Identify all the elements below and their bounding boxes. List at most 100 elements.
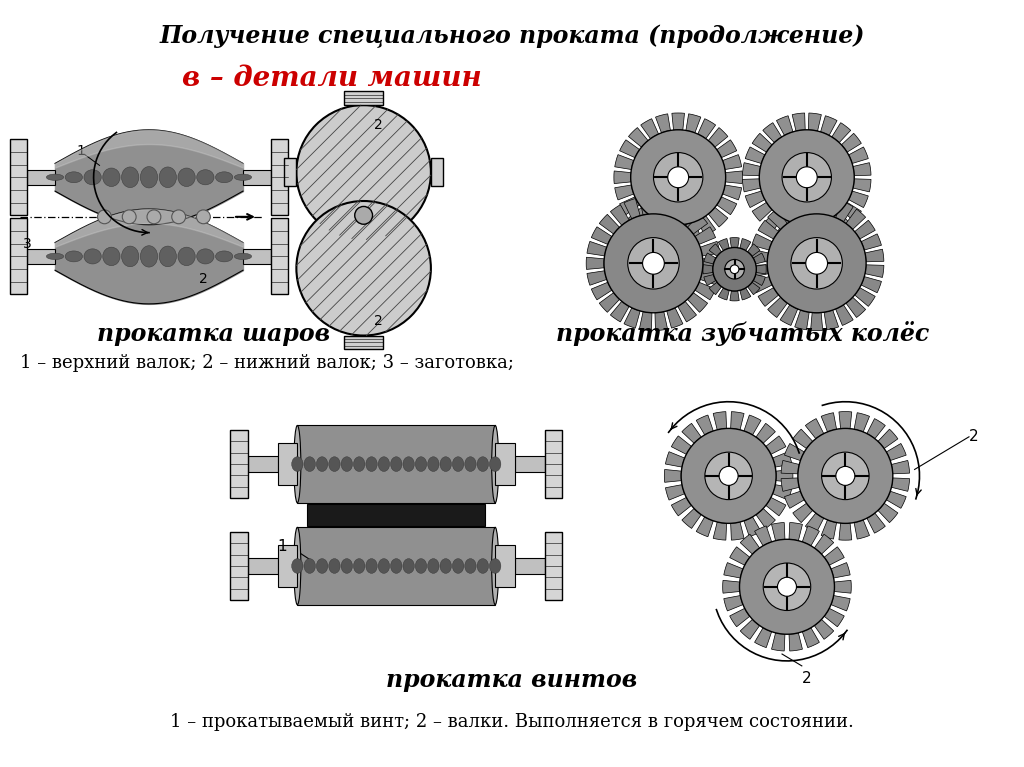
Ellipse shape	[465, 558, 476, 574]
Wedge shape	[793, 223, 805, 242]
Wedge shape	[756, 423, 775, 443]
Wedge shape	[591, 282, 612, 300]
Wedge shape	[811, 196, 822, 214]
Ellipse shape	[428, 558, 439, 574]
Ellipse shape	[378, 558, 389, 574]
Wedge shape	[795, 310, 809, 330]
Wedge shape	[814, 620, 834, 640]
Wedge shape	[793, 430, 813, 449]
Wedge shape	[892, 478, 909, 492]
Wedge shape	[695, 282, 716, 300]
Bar	[496, 443, 515, 486]
Wedge shape	[763, 212, 781, 232]
Wedge shape	[587, 242, 606, 256]
Circle shape	[653, 153, 702, 202]
Ellipse shape	[178, 168, 196, 186]
Ellipse shape	[390, 558, 402, 574]
Text: 2: 2	[802, 671, 812, 686]
Ellipse shape	[316, 558, 328, 574]
Circle shape	[643, 252, 665, 274]
Ellipse shape	[416, 457, 427, 472]
Circle shape	[296, 105, 431, 239]
Bar	[545, 430, 562, 499]
Ellipse shape	[477, 457, 488, 472]
Bar	[285, 159, 296, 186]
Bar	[9, 140, 28, 216]
Ellipse shape	[46, 174, 63, 180]
Wedge shape	[802, 526, 819, 546]
Wedge shape	[861, 234, 882, 250]
Wedge shape	[750, 265, 768, 278]
Wedge shape	[853, 179, 871, 192]
Wedge shape	[700, 242, 720, 256]
Ellipse shape	[294, 426, 301, 503]
Wedge shape	[697, 119, 716, 139]
Text: 2: 2	[374, 314, 382, 328]
Wedge shape	[678, 301, 696, 322]
Circle shape	[713, 248, 757, 291]
Text: 1: 1	[77, 143, 85, 157]
Wedge shape	[666, 485, 685, 500]
Wedge shape	[887, 443, 906, 460]
Wedge shape	[878, 503, 898, 522]
Wedge shape	[629, 127, 648, 147]
Wedge shape	[717, 140, 736, 158]
Wedge shape	[723, 581, 739, 593]
Ellipse shape	[122, 167, 139, 188]
Circle shape	[730, 265, 739, 274]
Wedge shape	[702, 265, 713, 274]
Text: 3: 3	[23, 236, 32, 251]
Wedge shape	[702, 257, 721, 269]
Ellipse shape	[294, 528, 301, 604]
Wedge shape	[748, 244, 760, 256]
Wedge shape	[771, 633, 785, 651]
Ellipse shape	[428, 457, 439, 472]
Circle shape	[806, 252, 827, 274]
Wedge shape	[824, 547, 844, 565]
Wedge shape	[730, 547, 750, 565]
Bar	[515, 456, 545, 472]
Wedge shape	[723, 155, 741, 170]
Wedge shape	[846, 298, 865, 318]
Circle shape	[719, 466, 738, 486]
Ellipse shape	[440, 457, 452, 472]
Wedge shape	[613, 171, 631, 183]
Wedge shape	[781, 478, 800, 492]
Wedge shape	[696, 517, 714, 537]
Ellipse shape	[329, 457, 340, 472]
Text: в – детали машин: в – детали машин	[182, 65, 482, 92]
Wedge shape	[756, 265, 766, 274]
Bar	[307, 504, 485, 526]
Circle shape	[668, 166, 688, 188]
Circle shape	[172, 210, 185, 224]
Wedge shape	[853, 163, 871, 176]
Wedge shape	[591, 227, 612, 245]
Circle shape	[97, 210, 112, 224]
Wedge shape	[830, 595, 850, 611]
Wedge shape	[672, 225, 684, 242]
Wedge shape	[752, 234, 772, 250]
Wedge shape	[624, 308, 640, 328]
Circle shape	[798, 429, 893, 523]
Circle shape	[197, 210, 210, 224]
Bar	[230, 430, 248, 499]
Wedge shape	[830, 562, 850, 578]
Circle shape	[354, 206, 373, 224]
Wedge shape	[887, 491, 906, 509]
Wedge shape	[743, 517, 761, 537]
Wedge shape	[710, 244, 722, 256]
Wedge shape	[696, 415, 714, 435]
Ellipse shape	[390, 457, 402, 472]
Bar	[270, 219, 289, 295]
Wedge shape	[641, 216, 658, 235]
Wedge shape	[686, 222, 700, 241]
Wedge shape	[740, 620, 760, 640]
Text: прокатка шаров: прокатка шаров	[96, 321, 330, 346]
Bar	[431, 159, 442, 186]
Circle shape	[604, 214, 702, 313]
Wedge shape	[763, 123, 781, 143]
Wedge shape	[599, 214, 620, 234]
Wedge shape	[790, 522, 803, 541]
Wedge shape	[766, 498, 785, 516]
Wedge shape	[824, 310, 839, 330]
